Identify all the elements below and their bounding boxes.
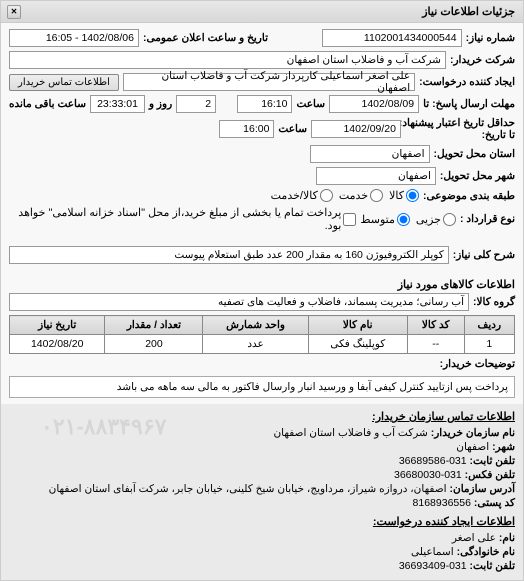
min-valid-time: 16:00 [219, 120, 274, 138]
amount-radio-group: جزیی متوسط [360, 213, 456, 226]
contact-city: اصفهان [456, 441, 489, 453]
contact-info-button[interactable]: اطلاعات تماس خریدار [9, 74, 119, 91]
contact-lname: اسماعیلی [411, 546, 454, 558]
creator-field: علی اصغر اسماعیلی کارپرداز شرکت آب و فاض… [123, 73, 415, 91]
budget-goods[interactable]: کالا [389, 189, 419, 202]
req-no-field: 1102001434000544 [322, 29, 462, 47]
creator-section-title: اطلاعات ایجاد کننده درخواست: [9, 515, 515, 528]
amount-medium-label: متوسط [360, 213, 395, 226]
table-row: 1--کوپلینگ فکیعدد2001402/08/20 [10, 335, 515, 354]
goods-col-header: واحد شمارش [203, 316, 308, 335]
buyer-remark-text: پرداخت پس ازتایید کنترل کیفی آبفا و ورسی… [9, 376, 515, 398]
min-valid-label-2: تا تاریخ: [482, 129, 515, 141]
budget-radio-group: کالا خدمت کالا/خدمت [271, 189, 419, 202]
creator-label: ایجاد کننده درخواست: [419, 76, 515, 88]
goods-table-header: ردیفکد کالانام کالاواحد شمارشتعداد / مقد… [10, 316, 515, 335]
deliver-prov-label: استان محل تحویل: [434, 148, 515, 160]
budget-service-radio[interactable] [370, 189, 383, 202]
goods-table: ردیفکد کالانام کالاواحد شمارشتعداد / مقد… [9, 315, 515, 354]
contact-addr: اصفهان، دروازه شیراز، مرداویج، خیابان شی… [49, 483, 447, 495]
contact-city-label: شهر: [492, 441, 515, 453]
details-panel: جزئیات اطلاعات نیاز ✕ شماره نیاز: 110200… [0, 0, 524, 581]
amount-label: نوع قرارداد : [460, 213, 515, 225]
remain-days-label: روز و [149, 98, 172, 110]
panel-body: شماره نیاز: 1102001434000544 تاریخ و ساع… [1, 23, 523, 242]
contact-lname-label: نام خانوادگی: [457, 546, 515, 558]
deadline-time-label: ساعت [296, 98, 325, 110]
goods-col-header: تاریخ نیاز [10, 316, 105, 335]
need-title-label: شرح کلی نیاز: [453, 249, 515, 261]
deadline-label: مهلت ارسال پاسخ: تا [423, 98, 515, 110]
deliver-city: اصفهان [316, 167, 436, 185]
contact-name-label: نام: [499, 532, 515, 544]
deadline-date: 1402/08/09 [329, 95, 419, 113]
treasury-checkbox-wrap[interactable]: پرداخت تمام یا بخشی از مبلغ خرید،از محل … [9, 206, 356, 232]
contact-section: ۰۲۱-۸۸۳۴۹۶۷ اطلاعات تماس سازمان خریدار: … [1, 404, 523, 580]
budget-service-label: خدمت [339, 189, 368, 202]
min-valid-date: 1402/09/20 [311, 120, 401, 138]
contact-section-title: اطلاعات تماس سازمان خریدار: [9, 410, 515, 423]
goods-col-header: کد کالا [407, 316, 464, 335]
contact-post: 8168936556 [413, 497, 471, 509]
amount-small-radio[interactable] [443, 213, 456, 226]
deliver-city-label: شهر محل تحویل: [440, 170, 515, 182]
contact-org: شرکت آب و فاضلاب استان اصفهان [273, 427, 427, 439]
buyer-remark-label: توضیحات خریدار: [440, 358, 515, 370]
buyer-label: شرکت خریدار: [450, 54, 515, 66]
budget-service[interactable]: خدمت [339, 189, 383, 202]
amount-small[interactable]: جزیی [416, 213, 456, 226]
contact-addr-label: آدرس سازمان: [450, 483, 516, 495]
table-cell: -- [407, 335, 464, 354]
close-icon[interactable]: ✕ [7, 5, 21, 19]
goods-section-title: اطلاعات کالاهای مورد نیاز [1, 272, 523, 293]
goods-col-header: نام کالا [308, 316, 407, 335]
table-cell: 200 [105, 335, 203, 354]
panel-header: جزئیات اطلاعات نیاز ✕ [1, 1, 523, 23]
amount-small-label: جزیی [416, 213, 441, 226]
contact-fax: 031-36680030 [394, 469, 462, 481]
remain-tail: ساعت باقی مانده [9, 98, 86, 110]
table-cell: کوپلینگ فکی [308, 335, 407, 354]
req-no-label: شماره نیاز: [466, 32, 515, 44]
min-valid-label-1: حداقل تاریخ اعتبار پیشنهاد: [399, 117, 515, 129]
table-cell: عدد [203, 335, 308, 354]
contact-phone-label: تلفن ثابت: [470, 560, 515, 572]
contact-org-label: نام سازمان خریدار: [431, 427, 515, 439]
contact-tel: 031-36689586 [399, 455, 467, 467]
table-cell: 1402/08/20 [10, 335, 105, 354]
min-valid-time-label: ساعت [278, 123, 307, 135]
budget-label: طبقه بندی موضوعی: [423, 190, 515, 202]
treasury-note: پرداخت تمام یا بخشی از مبلغ خرید،از محل … [9, 206, 341, 232]
deadline-time: 16:10 [237, 95, 292, 113]
amount-medium-radio[interactable] [397, 213, 410, 226]
goods-group-label: گروه کالا: [473, 296, 515, 308]
treasury-checkbox[interactable] [343, 213, 356, 226]
budget-goods-radio[interactable] [406, 189, 419, 202]
buyer-field: شرکت آب و فاضلاب استان اصفهان [9, 51, 446, 69]
budget-goods-service[interactable]: کالا/خدمت [271, 189, 333, 202]
deliver-prov: اصفهان [310, 145, 430, 163]
contact-phone: 031-36693409 [399, 560, 467, 572]
goods-col-header: ردیف [464, 316, 514, 335]
panel-title: جزئیات اطلاعات نیاز [422, 6, 515, 18]
budget-goods-service-radio[interactable] [320, 189, 333, 202]
contact-tel-label: تلفن ثابت: [470, 455, 515, 467]
table-cell: 1 [464, 335, 514, 354]
remain-time: 23:33:01 [90, 95, 145, 113]
contact-name: علی اصغر [452, 532, 496, 544]
remain-days: 2 [176, 95, 216, 113]
budget-goods-label: کالا [389, 189, 404, 202]
goods-col-header: تعداد / مقدار [105, 316, 203, 335]
min-valid-label: حداقل تاریخ اعتبار پیشنهاد: تا تاریخ: [405, 117, 515, 141]
goods-group: آب رسانی؛ مدیریت پسماند، فاضلاب و فعالیت… [9, 293, 469, 311]
contact-fax-label: تلفن فکس: [465, 469, 515, 481]
amount-medium[interactable]: متوسط [360, 213, 410, 226]
need-title: کوپلر الکتروفیوژن 160 به مقدار 200 عدد ط… [9, 246, 449, 264]
pub-dt-field: 1402/08/06 - 16:05 [9, 29, 139, 47]
pub-dt-label: تاریخ و ساعت اعلان عمومی: [143, 32, 268, 44]
budget-goods-service-label: کالا/خدمت [271, 189, 318, 202]
contact-post-label: کد پستی: [474, 497, 515, 509]
